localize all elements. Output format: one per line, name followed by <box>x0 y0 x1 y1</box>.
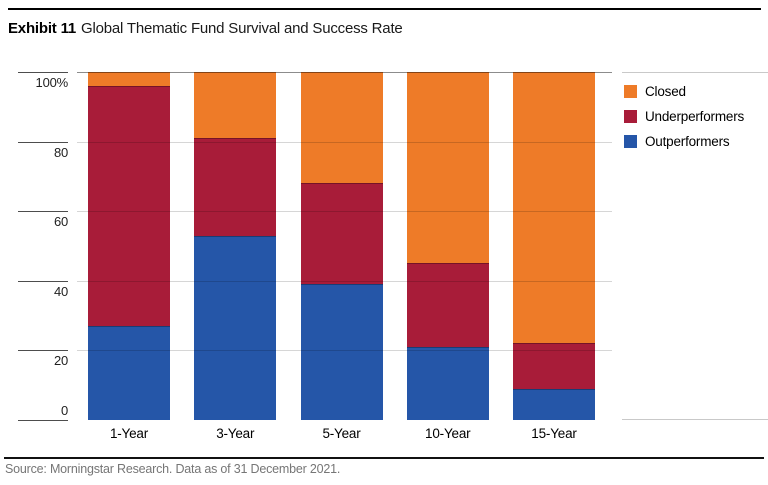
gridline-80 <box>77 141 612 143</box>
legend-swatch-outperformers-icon <box>624 134 637 148</box>
y-tick-label-100: 100% <box>35 75 69 90</box>
y-tick-label-20: 20 <box>53 353 68 369</box>
gridline-100 <box>77 72 612 73</box>
legend-item-underperformers: Underperformers <box>624 108 768 124</box>
segment-closed-5-year <box>300 72 383 184</box>
segment-underperformers-10-year <box>406 263 489 347</box>
segment-outperformers-5-year <box>300 284 383 420</box>
y-tick-line-100 <box>18 72 68 73</box>
segment-outperformers-10-year <box>406 346 489 420</box>
bar-15-year <box>513 72 595 420</box>
y-tick-label-40: 40 <box>53 283 68 299</box>
segment-underperformers-1-year <box>88 85 170 327</box>
chart-title: Global Thematic Fund Survival and Succes… <box>81 20 403 37</box>
bar-10-year <box>406 72 489 420</box>
y-tick-label-60: 60 <box>53 214 68 230</box>
legend-label-underperformers: Underperformers <box>645 108 745 124</box>
y-tick-line-20 <box>18 350 68 352</box>
segment-closed-3-year <box>194 72 277 139</box>
legend: Closed Underperformers Outperformers <box>622 72 768 420</box>
y-tick-line-40 <box>18 280 68 282</box>
top-rule <box>8 8 761 10</box>
segment-closed-1-year <box>88 72 170 86</box>
legend-swatch-closed-icon <box>624 84 637 98</box>
x-axis-label-5-year: 5-Year <box>322 426 361 441</box>
bar-1-year <box>88 72 170 420</box>
x-axis-label-1-year: 1-Year <box>109 426 149 441</box>
x-axis-label-15-year: 15-Year <box>531 426 577 441</box>
segment-closed-10-year <box>406 72 489 264</box>
footer-rule <box>4 457 764 459</box>
y-tick-line-0 <box>18 420 68 421</box>
legend-item-closed: Closed <box>624 83 768 99</box>
gridline-60 <box>77 211 612 213</box>
bar-5-year <box>300 72 383 420</box>
gridline-20 <box>77 350 612 352</box>
y-tick-label-80: 80 <box>53 144 68 160</box>
gridline-40 <box>77 280 612 282</box>
source-note: Source: Morningstar Research. Data as of… <box>5 462 341 476</box>
segment-underperformers-15-year <box>513 343 595 389</box>
y-tick-line-80 <box>18 141 68 143</box>
segment-closed-15-year <box>513 72 595 344</box>
y-tick-label-0: 0 <box>60 403 68 418</box>
x-axis-label-10-year: 10-Year <box>425 426 471 441</box>
legend-label-closed: Closed <box>645 83 686 99</box>
exhibit-label: Exhibit 11 <box>8 20 77 37</box>
page-title: Exhibit 11 Global Thematic Fund Survival … <box>8 20 403 37</box>
plot-area <box>77 72 612 420</box>
segment-underperformers-3-year <box>194 138 277 236</box>
segment-outperformers-15-year <box>513 388 595 420</box>
legend-swatch-underperformers-icon <box>624 109 637 123</box>
bar-3-year <box>194 72 277 420</box>
legend-label-outperformers: Outperformers <box>645 133 730 149</box>
segment-outperformers-3-year <box>194 235 277 420</box>
x-axis-label-3-year: 3-Year <box>216 426 255 441</box>
segment-outperformers-1-year <box>88 326 170 420</box>
segment-underperformers-5-year <box>300 183 383 285</box>
y-tick-line-60 <box>18 211 68 213</box>
legend-item-outperformers: Outperformers <box>624 133 768 149</box>
